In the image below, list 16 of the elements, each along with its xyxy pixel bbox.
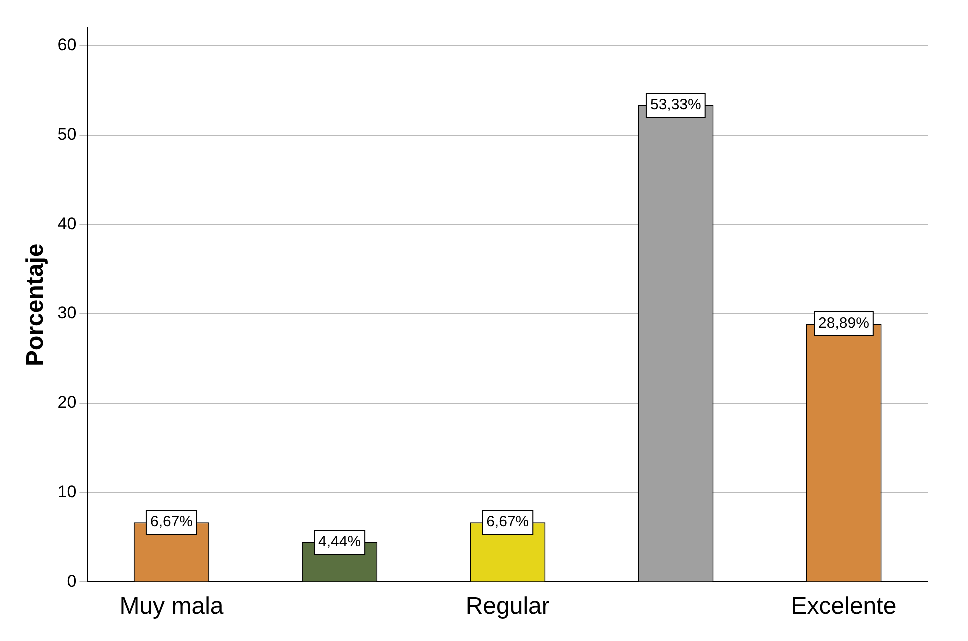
- y-tick-label: 0: [67, 572, 77, 591]
- y-tick-label: 50: [58, 124, 77, 144]
- data-label: 6,67%: [486, 514, 530, 531]
- data-label: 53,33%: [650, 96, 702, 114]
- data-label: 28,89%: [818, 315, 870, 332]
- y-tick-label: 40: [58, 214, 77, 234]
- x-tick-label: Regular: [466, 593, 550, 620]
- x-tick-label: Muy mala: [120, 593, 224, 620]
- y-tick-label: 30: [58, 304, 77, 323]
- y-tick-label: 10: [58, 482, 77, 502]
- data-label: 4,44%: [318, 534, 362, 551]
- y-axis-title: Porcentaje: [22, 244, 50, 366]
- data-label: 6,67%: [150, 514, 194, 531]
- x-tick-label: Excelente: [791, 593, 897, 620]
- y-tick-label: 20: [58, 393, 77, 412]
- y-tick-label: 60: [58, 36, 77, 55]
